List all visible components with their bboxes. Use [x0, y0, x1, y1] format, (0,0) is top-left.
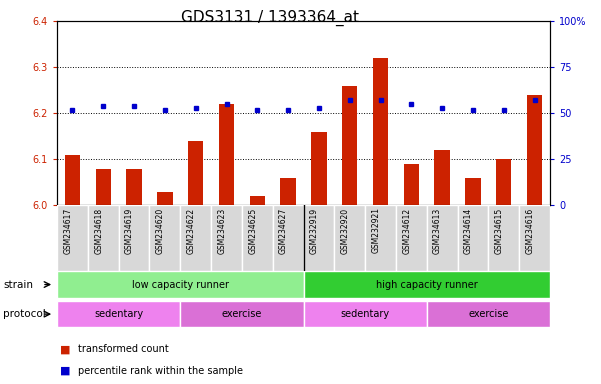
- Text: protocol: protocol: [3, 309, 46, 319]
- Text: percentile rank within the sample: percentile rank within the sample: [78, 366, 243, 376]
- Bar: [242, 205, 273, 271]
- Text: GDS3131 / 1393364_at: GDS3131 / 1393364_at: [182, 10, 359, 26]
- Bar: [88, 205, 119, 271]
- Bar: [334, 205, 365, 271]
- Text: GSM234613: GSM234613: [433, 207, 442, 254]
- Bar: [304, 271, 550, 298]
- Text: GSM234614: GSM234614: [464, 207, 473, 254]
- Text: high capacity runner: high capacity runner: [376, 280, 478, 290]
- Bar: [342, 86, 358, 205]
- Text: GSM234615: GSM234615: [495, 207, 504, 254]
- Bar: [211, 205, 242, 271]
- Bar: [496, 159, 511, 205]
- Bar: [188, 141, 203, 205]
- Text: ■: ■: [60, 344, 70, 354]
- Bar: [119, 205, 150, 271]
- Text: GSM234623: GSM234623: [218, 207, 227, 254]
- Bar: [527, 95, 542, 205]
- Bar: [427, 301, 550, 327]
- Text: GSM234616: GSM234616: [525, 207, 534, 254]
- Text: ■: ■: [60, 366, 70, 376]
- Bar: [273, 205, 304, 271]
- Text: GSM234627: GSM234627: [279, 207, 288, 254]
- Text: sedentary: sedentary: [341, 309, 389, 319]
- Bar: [57, 271, 304, 298]
- Bar: [373, 58, 388, 205]
- Text: transformed count: transformed count: [78, 344, 169, 354]
- Bar: [304, 205, 334, 271]
- Bar: [57, 205, 88, 271]
- Text: GSM234625: GSM234625: [248, 207, 257, 254]
- Bar: [519, 205, 550, 271]
- Text: GSM234619: GSM234619: [125, 207, 134, 254]
- Text: low capacity runner: low capacity runner: [132, 280, 229, 290]
- Text: exercise: exercise: [222, 309, 262, 319]
- Text: GSM234618: GSM234618: [94, 207, 103, 253]
- Bar: [96, 169, 111, 205]
- Text: exercise: exercise: [468, 309, 508, 319]
- Bar: [304, 301, 427, 327]
- Bar: [489, 205, 519, 271]
- Bar: [65, 155, 80, 205]
- Bar: [365, 205, 396, 271]
- Text: GSM234617: GSM234617: [64, 207, 73, 254]
- Text: GSM234612: GSM234612: [402, 207, 411, 253]
- Bar: [281, 178, 296, 205]
- Bar: [465, 178, 481, 205]
- Text: GSM234622: GSM234622: [187, 207, 196, 253]
- Bar: [435, 150, 450, 205]
- Bar: [219, 104, 234, 205]
- Text: sedentary: sedentary: [94, 309, 143, 319]
- Text: GSM232920: GSM232920: [341, 207, 350, 253]
- Bar: [157, 192, 172, 205]
- Bar: [180, 301, 304, 327]
- Bar: [311, 132, 326, 205]
- Text: strain: strain: [3, 280, 33, 290]
- Bar: [126, 169, 142, 205]
- Text: GSM234620: GSM234620: [156, 207, 165, 254]
- Bar: [427, 205, 457, 271]
- Bar: [180, 205, 211, 271]
- Bar: [396, 205, 427, 271]
- Bar: [404, 164, 419, 205]
- Text: GSM232921: GSM232921: [371, 207, 380, 253]
- Bar: [57, 301, 180, 327]
- Bar: [150, 205, 180, 271]
- Bar: [249, 196, 265, 205]
- Bar: [457, 205, 489, 271]
- Text: GSM232919: GSM232919: [310, 207, 319, 253]
